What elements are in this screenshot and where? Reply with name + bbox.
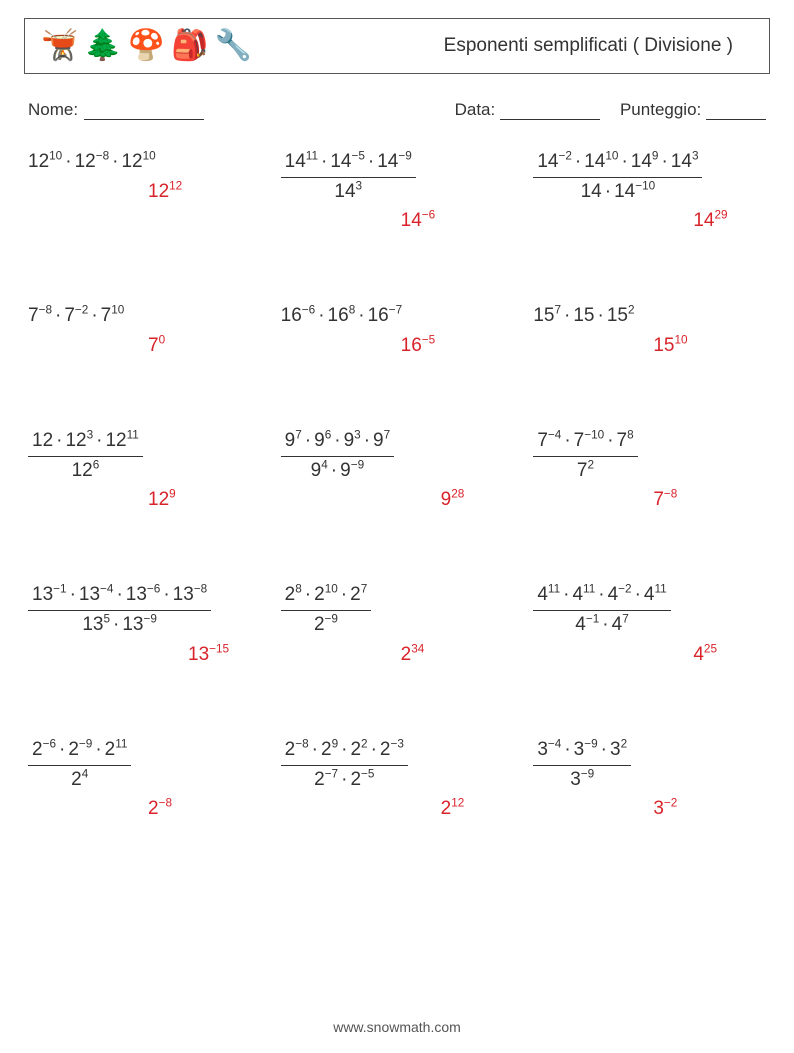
problem-expression: 157·15·152 [533, 304, 634, 329]
problem-expression: 14−2·1410·149·14314·14−10 [533, 150, 702, 204]
problem-9: 7−4·7−10·7872 7−8 [533, 429, 766, 511]
problem-expression: 1210·12−8·1210 [28, 150, 156, 175]
problem-answer: 16−5 [281, 335, 436, 357]
problem-13: 2−6·2−9·21124 2−8 [28, 738, 261, 820]
problem-expression: 2−6·2−9·21124 [28, 738, 131, 792]
name-label: Nome: [28, 100, 78, 120]
name-blank[interactable] [84, 101, 204, 120]
problem-5: 16−6·168·16−7 16−5 [281, 304, 514, 357]
problem-answer: 70 [28, 335, 165, 357]
problem-expression: 13−1·13−4·13−6·13−8135·13−9 [28, 583, 211, 637]
problem-answer: 425 [533, 644, 717, 666]
problem-expression: 3−4·3−9·323−9 [533, 738, 631, 792]
problem-expression: 97·96·93·9794·9−9 [281, 429, 394, 483]
problem-answer: 1212 [28, 181, 182, 203]
problem-3: 14−2·1410·149·14314·14−10 1429 [533, 150, 766, 232]
backpack-icon: 🎒 [171, 31, 208, 61]
swiss-knife-icon: 🔧 [214, 31, 251, 61]
problem-8: 97·96·93·9794·9−9 928 [281, 429, 514, 511]
problem-expression: 16−6·168·16−7 [281, 304, 402, 329]
score-blank[interactable] [706, 101, 766, 120]
meta-row: Nome: Data: Punteggio: [24, 100, 770, 120]
date-label: Data: [455, 100, 496, 119]
problem-answer: 2−8 [28, 798, 172, 820]
problem-7: 12·123·1211126 129 [28, 429, 261, 511]
problem-12: 411·411·4−2·4114−1·47 425 [533, 583, 766, 665]
problem-11: 28·210·272−9 234 [281, 583, 514, 665]
problem-expression: 7−8·7−2·710 [28, 304, 124, 329]
problem-answer: 234 [281, 644, 425, 666]
problem-answer: 212 [281, 798, 465, 820]
problem-answer: 1429 [533, 210, 727, 232]
problem-14: 2−8·29·22·2−32−7·2−5 212 [281, 738, 514, 820]
problem-2: 1411·14−5·14−9143 14−6 [281, 150, 514, 232]
problem-answer: 3−2 [533, 798, 677, 820]
problem-expression: 12·123·1211126 [28, 429, 143, 483]
worksheet-title: Esponenti semplificati ( Divisione ) [444, 35, 753, 57]
problem-expression: 2−8·29·22·2−32−7·2−5 [281, 738, 408, 792]
header-box: 🫕 🌲 🍄 🎒 🔧 Esponenti semplificati ( Divis… [24, 18, 770, 74]
problem-answer: 14−6 [281, 210, 436, 232]
worksheet-page: 🫕 🌲 🍄 🎒 🔧 Esponenti semplificati ( Divis… [0, 0, 794, 1053]
header-icon-strip: 🫕 🌲 🍄 🎒 🔧 [41, 31, 252, 61]
problem-expression: 1411·14−5·14−9143 [281, 150, 416, 204]
mushroom-icon: 🍄 [128, 31, 165, 61]
score-label: Punteggio: [620, 100, 701, 119]
problem-1: 1210·12−8·1210 1212 [28, 150, 261, 232]
problem-15: 3−4·3−9·323−9 3−2 [533, 738, 766, 820]
problem-4: 7−8·7−2·710 70 [28, 304, 261, 357]
problem-expression: 411·411·4−2·4114−1·47 [533, 583, 670, 637]
problem-expression: 7−4·7−10·7872 [533, 429, 637, 483]
date-blank[interactable] [500, 101, 600, 120]
problem-answer: 129 [28, 489, 176, 511]
problem-6: 157·15·152 1510 [533, 304, 766, 357]
problem-10: 13−1·13−4·13−6·13−8135·13−9 13−15 [28, 583, 261, 665]
problem-answer: 7−8 [533, 489, 677, 511]
tree-icon: 🌲 [84, 31, 121, 61]
problem-expression: 28·210·272−9 [281, 583, 372, 637]
problem-grid: 1210·12−8·121012121411·14−5·14−914314−61… [24, 150, 770, 820]
problem-answer: 928 [281, 489, 465, 511]
footer-text: www.snowmath.com [0, 1019, 794, 1035]
pot-icon: 🫕 [41, 31, 78, 61]
problem-answer: 13−15 [28, 644, 229, 666]
problem-answer: 1510 [533, 335, 687, 357]
